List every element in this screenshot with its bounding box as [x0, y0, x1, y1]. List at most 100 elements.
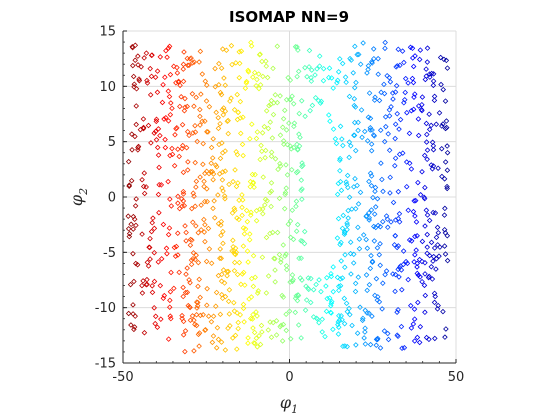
data-point — [429, 276, 436, 282]
data-point — [428, 122, 434, 129]
data-point — [436, 110, 443, 116]
data-point — [213, 163, 220, 170]
data-point — [265, 273, 272, 279]
data-point — [299, 160, 305, 166]
data-point — [174, 70, 181, 76]
data-point — [319, 316, 325, 323]
data-point — [297, 134, 303, 141]
data-point — [395, 307, 401, 313]
data-point — [347, 311, 353, 318]
data-point — [423, 120, 430, 127]
data-point — [204, 302, 210, 309]
data-point — [217, 311, 224, 318]
data-point — [295, 146, 301, 152]
data-point — [392, 135, 398, 142]
data-point — [414, 270, 421, 277]
data-point — [442, 98, 449, 104]
data-point — [371, 55, 377, 62]
data-point — [140, 124, 147, 131]
data-point — [180, 284, 186, 291]
data-point — [238, 48, 245, 54]
data-point — [365, 63, 372, 69]
data-point — [183, 238, 189, 244]
data-point — [193, 223, 199, 229]
data-point — [220, 267, 227, 273]
data-point — [270, 111, 277, 118]
data-point — [244, 248, 251, 254]
data-point — [260, 174, 267, 180]
data-point — [337, 276, 344, 282]
data-point — [281, 205, 288, 212]
data-point — [193, 252, 199, 258]
data-point — [330, 264, 336, 270]
data-point — [360, 40, 366, 46]
data-point — [411, 306, 418, 312]
data-point — [217, 89, 224, 96]
data-point — [185, 159, 191, 165]
data-point — [165, 88, 172, 94]
data-point — [283, 251, 289, 257]
data-point — [180, 61, 187, 68]
data-point — [194, 305, 200, 311]
data-point — [250, 325, 256, 331]
data-point — [189, 237, 195, 243]
data-point — [432, 210, 439, 216]
data-point — [400, 261, 407, 268]
data-point — [141, 170, 148, 176]
data-point — [412, 91, 418, 97]
data-point — [222, 195, 228, 202]
data-point — [376, 252, 383, 258]
data-point — [408, 166, 415, 172]
data-point — [280, 242, 287, 248]
data-point — [392, 89, 399, 95]
data-point — [333, 140, 340, 147]
data-point — [171, 162, 178, 169]
data-point — [402, 75, 409, 82]
data-point — [371, 97, 378, 103]
data-point — [184, 128, 191, 135]
data-point — [295, 292, 301, 298]
data-point — [403, 159, 410, 165]
data-point — [176, 153, 182, 160]
data-point — [318, 98, 325, 105]
data-point — [247, 231, 253, 237]
data-point — [166, 225, 173, 231]
data-point — [384, 330, 391, 337]
data-point — [158, 316, 164, 322]
data-point — [415, 132, 422, 139]
data-point — [389, 90, 396, 96]
data-point — [245, 259, 251, 265]
data-point — [143, 184, 149, 190]
data-point — [283, 327, 290, 334]
data-point — [256, 85, 262, 92]
data-point — [308, 74, 314, 81]
data-point — [422, 271, 428, 277]
data-point — [253, 135, 260, 142]
data-point — [293, 228, 300, 234]
data-point — [128, 322, 134, 328]
data-point — [178, 93, 184, 100]
data-point — [444, 149, 451, 156]
data-point — [160, 221, 167, 228]
data-point — [180, 318, 187, 325]
data-point — [196, 276, 202, 283]
data-point — [282, 107, 288, 114]
data-point — [444, 167, 451, 173]
data-point — [147, 65, 153, 72]
data-point — [257, 341, 264, 348]
data-point — [218, 339, 225, 345]
data-point — [211, 198, 217, 204]
data-point — [373, 275, 380, 282]
data-point — [167, 152, 173, 159]
data-point — [444, 183, 450, 190]
data-point — [412, 252, 418, 258]
data-point — [368, 147, 375, 154]
data-point — [434, 224, 441, 231]
data-point — [290, 236, 297, 243]
data-point — [226, 311, 233, 317]
data-point — [231, 259, 238, 266]
data-point — [205, 129, 211, 135]
data-point — [180, 293, 186, 300]
data-point — [133, 260, 139, 267]
